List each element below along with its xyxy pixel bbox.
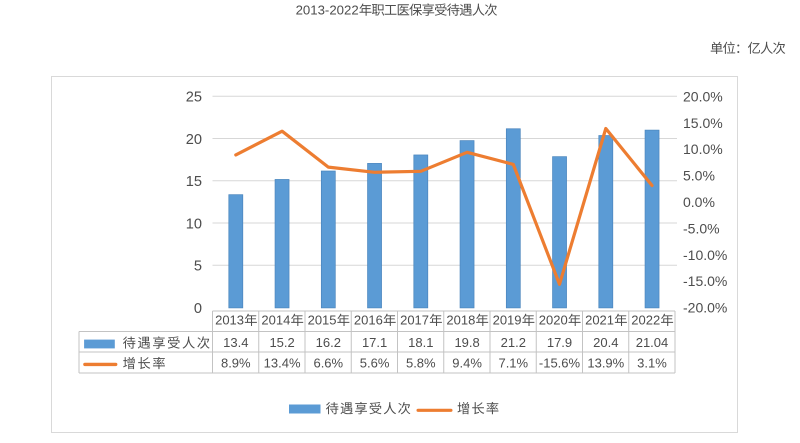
svg-text:20.0%: 20.0% <box>683 88 723 104</box>
svg-text:15.2: 15.2 <box>269 335 294 350</box>
svg-text:5.6%: 5.6% <box>360 355 390 370</box>
svg-text:18.1: 18.1 <box>408 335 433 350</box>
svg-text:16.2: 16.2 <box>316 335 341 350</box>
svg-text:-10.0%: -10.0% <box>683 247 727 263</box>
svg-text:2014: 2014 <box>261 313 290 328</box>
svg-text:2013-2022: 2013-2022 <box>296 3 359 18</box>
svg-text:17.1: 17.1 <box>362 335 387 350</box>
svg-text:0.0%: 0.0% <box>683 194 715 210</box>
svg-text:13.4: 13.4 <box>223 335 248 350</box>
svg-text:2015: 2015 <box>308 313 337 328</box>
svg-text:-15.0%: -15.0% <box>683 273 727 289</box>
svg-text:5.8%: 5.8% <box>406 355 436 370</box>
svg-text:2019: 2019 <box>493 313 522 328</box>
svg-text:5: 5 <box>194 259 202 275</box>
svg-text:20.4: 20.4 <box>593 335 618 350</box>
svg-text:6.6%: 6.6% <box>313 355 343 370</box>
svg-text:7.1%: 7.1% <box>498 355 528 370</box>
svg-text:15.0%: 15.0% <box>683 115 723 131</box>
svg-text:25: 25 <box>186 90 202 106</box>
svg-text:8.9%: 8.9% <box>221 355 251 370</box>
svg-text:15: 15 <box>186 174 202 190</box>
svg-text:2021: 2021 <box>585 313 614 328</box>
svg-text:13.4%: 13.4% <box>264 355 301 370</box>
svg-text:21.04: 21.04 <box>636 335 669 350</box>
svg-text:2022: 2022 <box>631 313 660 328</box>
svg-text:17.9: 17.9 <box>547 335 572 350</box>
svg-text:2013: 2013 <box>215 313 244 328</box>
svg-text:2018: 2018 <box>446 313 475 328</box>
svg-text:10: 10 <box>186 216 202 232</box>
svg-text:2016: 2016 <box>354 313 383 328</box>
svg-text:2017: 2017 <box>400 313 429 328</box>
svg-text:5.0%: 5.0% <box>683 168 715 184</box>
svg-text:-5.0%: -5.0% <box>683 220 720 236</box>
svg-text:20: 20 <box>186 132 202 148</box>
svg-text:3.1%: 3.1% <box>637 355 667 370</box>
svg-text:0: 0 <box>194 301 202 317</box>
svg-text:10.0%: 10.0% <box>683 141 723 157</box>
svg-text:19.8: 19.8 <box>454 335 479 350</box>
svg-text:9.4%: 9.4% <box>452 355 482 370</box>
svg-text:-15.6%: -15.6% <box>539 355 581 370</box>
svg-text:21.2: 21.2 <box>501 335 526 350</box>
svg-text:2020: 2020 <box>539 313 568 328</box>
svg-text:13.9%: 13.9% <box>587 355 624 370</box>
svg-text:-20.0%: -20.0% <box>683 300 727 316</box>
